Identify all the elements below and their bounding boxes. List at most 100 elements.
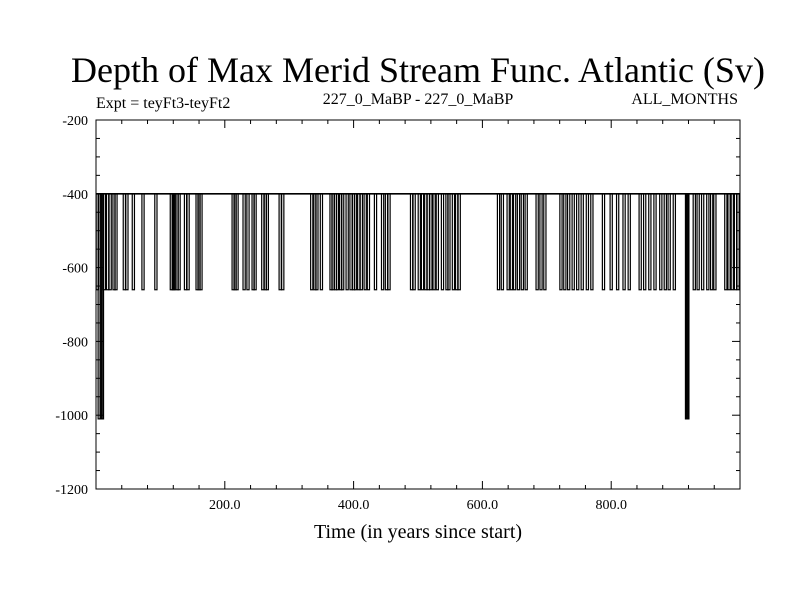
series-excursion — [359, 193, 364, 291]
series-excursion — [451, 193, 456, 291]
series-excursion — [506, 193, 510, 291]
y-tick-label: -200 — [62, 114, 88, 129]
series-excursion — [447, 193, 451, 291]
series-excursion — [261, 193, 265, 291]
series-excursion — [420, 193, 425, 291]
chart-title: Depth of Max Merid Stream Func. Atlantic… — [71, 50, 765, 90]
series-excursion — [114, 193, 118, 291]
series-excursion — [183, 193, 188, 291]
series-excursion — [357, 193, 361, 291]
series-excursion — [435, 193, 440, 291]
series-excursion — [667, 193, 671, 291]
series-excursion — [353, 193, 358, 291]
series-excursion — [709, 193, 714, 291]
series-excursion — [727, 193, 731, 291]
series-excursion — [672, 193, 677, 291]
series-excursion — [426, 193, 431, 291]
chart-subtitle-experiment: Expt = teyFt3-teyFt2 — [96, 95, 230, 112]
series-excursion — [199, 193, 203, 291]
series-excursion — [108, 193, 112, 291]
series-excursion — [696, 193, 700, 291]
series-excursion — [622, 193, 626, 291]
series-excursion — [349, 193, 353, 291]
series-excursion — [246, 193, 250, 291]
series-excursion — [509, 193, 514, 291]
series-excursion — [125, 193, 129, 291]
series-excursion — [736, 193, 740, 291]
axes-layer: -200 -400 -600 -800 -1000 -1200 200.0 400.0 600.… — [55, 114, 740, 513]
series-excursion — [713, 193, 717, 291]
series-excursion — [512, 193, 517, 291]
y-tick-label: -1200 — [55, 483, 88, 498]
series-excursion — [384, 193, 389, 291]
series-excursion — [242, 193, 246, 291]
x-tick-label: 600.0 — [467, 498, 499, 513]
series-excursion — [340, 193, 345, 291]
series-excursion — [590, 193, 594, 291]
plot-data-layer — [95, 193, 740, 420]
series-excursion — [566, 193, 571, 291]
series-excursion — [105, 193, 110, 291]
series-excursion — [730, 193, 734, 291]
series-excursion — [335, 193, 340, 291]
series-excursion — [585, 193, 590, 291]
series-excursion — [653, 193, 657, 291]
series-excursion — [177, 193, 181, 291]
series-excursion — [609, 193, 613, 291]
x-tick-label: 400.0 — [338, 498, 370, 513]
series-excursion — [310, 193, 314, 291]
series-excursion — [235, 193, 239, 291]
series-excursion — [692, 193, 696, 291]
series-excursion — [412, 193, 416, 291]
series-excursion — [663, 193, 667, 291]
x-axis-label: Time (in years since start) — [314, 521, 522, 543]
series-excursion — [648, 193, 652, 291]
series-excursion — [601, 193, 606, 291]
series-excursion — [700, 193, 705, 291]
series-excursion — [539, 193, 543, 291]
series-excursion — [186, 193, 190, 291]
series-excursion — [315, 193, 319, 291]
series-excursion — [409, 193, 414, 291]
series-excursion — [642, 193, 647, 291]
series-excursion — [627, 193, 631, 291]
series-excursion — [319, 193, 324, 291]
series-excursion — [686, 193, 690, 420]
x-tick-label: 200.0 — [209, 498, 241, 513]
series-excursion — [733, 193, 738, 291]
y-tick-label: -1000 — [55, 409, 88, 424]
series-excursion — [424, 193, 428, 291]
series-excursion — [363, 193, 367, 291]
series-excursion — [500, 193, 505, 291]
series-excursion — [253, 193, 257, 291]
series-excursion — [659, 193, 663, 291]
plot-frame — [95, 119, 741, 490]
series-excursion — [724, 193, 728, 291]
series-excursion — [454, 193, 459, 291]
series-excursion — [154, 193, 158, 291]
y-tick-label: -800 — [62, 335, 88, 350]
series-excursion — [380, 193, 385, 291]
series-excursion — [580, 193, 584, 291]
series-excursion — [131, 193, 136, 291]
series-excursion — [576, 193, 580, 291]
series-excursion — [281, 193, 285, 291]
series-excursion — [571, 193, 575, 291]
chart-subtitle-period: 227_0_MaBP - 227_0_MaBP — [323, 91, 514, 108]
series-excursion — [387, 193, 391, 291]
series-excursion — [563, 193, 567, 291]
series-excursion — [535, 193, 539, 291]
chart-subtitle-months: ALL_MONTHS — [631, 91, 738, 108]
series-excursion — [429, 193, 433, 291]
series-excursion — [496, 193, 501, 291]
y-tick-label: -400 — [62, 188, 88, 203]
series-excursion — [520, 193, 525, 291]
series-excursion — [278, 193, 282, 291]
series-excursion — [366, 193, 371, 291]
series-excursion — [457, 193, 461, 291]
series-excursion — [122, 193, 127, 291]
series-excursion — [432, 193, 436, 291]
series-excursion — [543, 193, 547, 291]
series-excursion — [638, 193, 642, 291]
